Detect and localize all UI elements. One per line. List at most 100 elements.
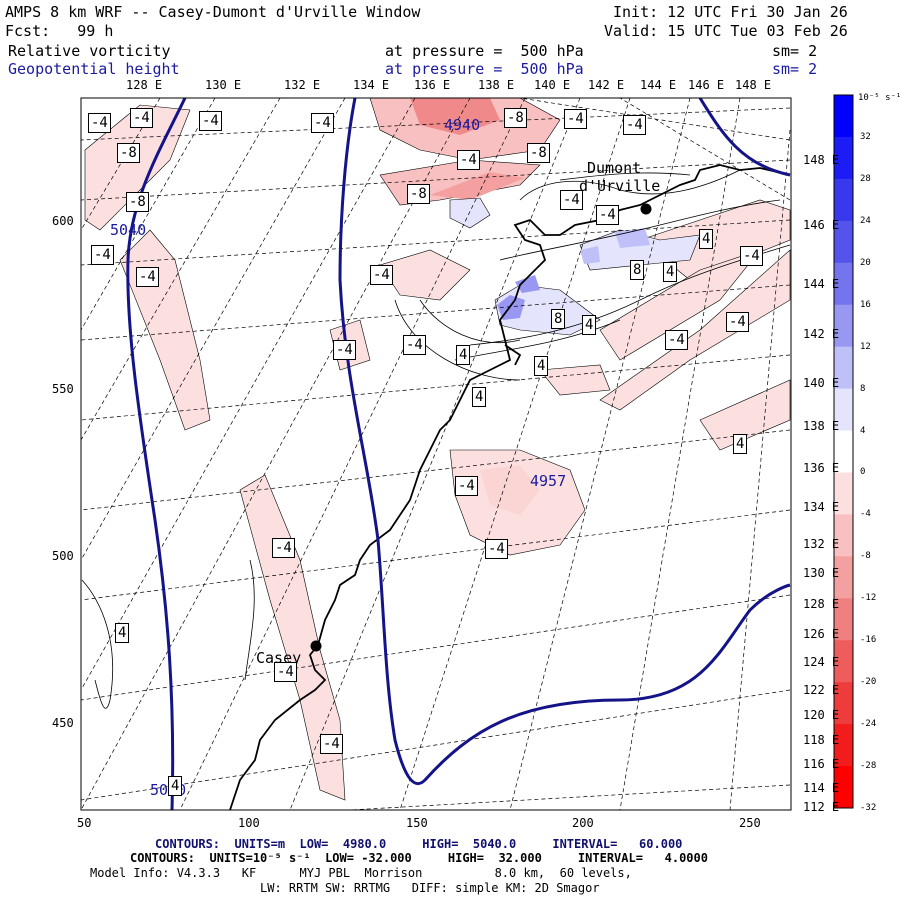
lon-label-top: 132 E [284, 78, 321, 92]
vorticity-contour-label: 8 [630, 260, 645, 280]
footer-vorticity-contours: CONTOURS: UNITS=10⁻⁵ s⁻¹ LOW= -32.000 HI… [130, 851, 708, 865]
field1-smoothing: sm= 2 [772, 42, 818, 60]
lon-label-right: 140 E [803, 376, 840, 390]
colorbar-tick-label: -20 [860, 677, 877, 688]
lon-label-right: 118 E [803, 733, 840, 747]
colorbar-units: 10⁻⁵ s⁻¹ [858, 93, 900, 103]
footer-height-contours: CONTOURS: UNITS=m LOW= 4980.0 HIGH= 5040… [155, 837, 683, 851]
x-axis-label: 150 [406, 816, 428, 830]
vorticity-contour-label: -4 [370, 265, 393, 285]
colorbar-tick-label: 32 [860, 131, 871, 142]
lon-label-right: 122 E [803, 683, 840, 697]
vorticity-contour-label: -4 [199, 111, 222, 131]
lon-label-right: 148 E [803, 153, 840, 167]
vorticity-contour-label: -8 [527, 143, 550, 163]
lon-label-right: 128 E [803, 597, 840, 611]
lon-label-right: 134 E [803, 500, 840, 514]
colorbar-swatch [834, 472, 853, 515]
lon-label-top: 146 E [688, 78, 725, 92]
vorticity-contour-label: -4 [88, 113, 111, 133]
lon-label-right: 132 E [803, 537, 840, 551]
vorticity-contour-label: -4 [136, 267, 159, 287]
field1-level: at pressure = 500 hPa [385, 42, 584, 60]
vorticity-contour-label: -4 [485, 539, 508, 559]
graticule [81, 98, 791, 810]
colorbar-tick-label: 8 [860, 383, 866, 394]
y-axis-label: 550 [52, 382, 74, 396]
lon-label-top: 138 E [478, 78, 515, 92]
vorticity-contour-label: -4 [740, 246, 763, 266]
colorbar-swatch [834, 430, 853, 473]
colorbar-tick-label: -16 [860, 635, 877, 646]
colorbar-tick-label: -24 [860, 719, 877, 730]
vorticity-contour-label: -4 [726, 312, 749, 332]
lon-label-top: 128 E [126, 78, 163, 92]
colorbar-tick-label: -8 [860, 551, 871, 562]
coastline [229, 164, 791, 810]
vorticity-contour-label: 4 [663, 262, 678, 282]
lon-label-right: 124 E [803, 655, 840, 669]
lon-label-right: 114 E [803, 781, 840, 795]
colorbar-frame [833, 94, 854, 809]
colorbar-tick-label: 0 [860, 467, 866, 478]
init-time: Init: 12 UTC Fri 30 Jan 26 [613, 3, 848, 21]
lon-label-top: 134 E [353, 78, 390, 92]
vorticity-contour-label: 4 [472, 387, 487, 407]
vorticity-contour-label: -4 [457, 150, 480, 170]
vorticity-contour-label: 4 [582, 315, 597, 335]
dumont-durville-label-line1: Dumont [587, 159, 642, 177]
lon-label-top: 142 E [588, 78, 625, 92]
vorticity-contour-label: 4 [534, 356, 549, 376]
field2-level: at pressure = 500 hPa [385, 60, 584, 78]
valid-time: Valid: 15 UTC Tue 03 Feb 26 [604, 22, 848, 40]
lon-label-right: 120 E [803, 708, 840, 722]
map-title: AMPS 8 km WRF -- Casey-Dumont d'Urville … [5, 3, 421, 21]
vorticity-contour-label: -8 [407, 184, 430, 204]
vorticity-contour-label: 4 [115, 623, 130, 643]
lon-label-top: 148 E [735, 78, 772, 92]
colorbar-tick-label: 24 [860, 215, 871, 226]
lon-label-top: 136 E [414, 78, 451, 92]
lon-label-right: 144 E [803, 277, 840, 291]
colorbar-tick-label: 16 [860, 299, 871, 310]
colorbar-swatch [834, 682, 853, 725]
vorticity-contour-label: -4 [455, 476, 478, 496]
vorticity-contour-label: -4 [596, 205, 619, 225]
positive-vorticity-shading [449, 197, 701, 336]
vorticity-contour-label: -4 [272, 538, 295, 558]
casey-station-marker [310, 640, 322, 652]
colorbar-swatch [834, 598, 853, 641]
colorbar-tick-label: -32 [860, 803, 877, 813]
x-axis-label: 250 [739, 816, 761, 830]
colorbar-swatch [834, 262, 853, 306]
colorbar-swatch [834, 766, 853, 809]
lon-label-right: 142 E [803, 327, 840, 341]
lon-label-right: 130 E [803, 566, 840, 580]
vorticity-contour-label: 8 [551, 309, 566, 329]
lon-label-top: 144 E [640, 78, 677, 92]
lon-label-right: 138 E [803, 419, 840, 433]
vorticity-contours [81, 169, 791, 709]
vorticity-contour-label: -8 [504, 108, 527, 128]
colorbar-swatch [834, 640, 853, 683]
height-label: 5040 [110, 221, 147, 239]
colorbar-swatch [834, 95, 853, 138]
vorticity-contour-label: 4 [733, 434, 748, 454]
lon-label-right: 126 E [803, 627, 840, 641]
colorbar-tick-label: -4 [860, 509, 871, 520]
colorbar-tick-label: -12 [860, 593, 877, 604]
colorbar-tick-label: 20 [860, 257, 871, 268]
geopotential-height-contours [126, 98, 791, 810]
x-axis-label: 200 [572, 816, 594, 830]
height-label: 4957 [530, 472, 567, 490]
colorbar-tick-label: 28 [860, 173, 871, 184]
vorticity-contour-label: -4 [274, 662, 297, 682]
vorticity-contour-label: -4 [91, 245, 114, 265]
colorbar-swatch [834, 304, 853, 348]
vorticity-contour-label: -4 [564, 109, 587, 129]
field2-smoothing: sm= 2 [772, 60, 818, 78]
vorticity-contour-label: -4 [665, 330, 688, 350]
vorticity-contour-label: -4 [403, 335, 426, 355]
colorbar [834, 95, 853, 809]
lon-label-right: 146 E [803, 218, 840, 232]
